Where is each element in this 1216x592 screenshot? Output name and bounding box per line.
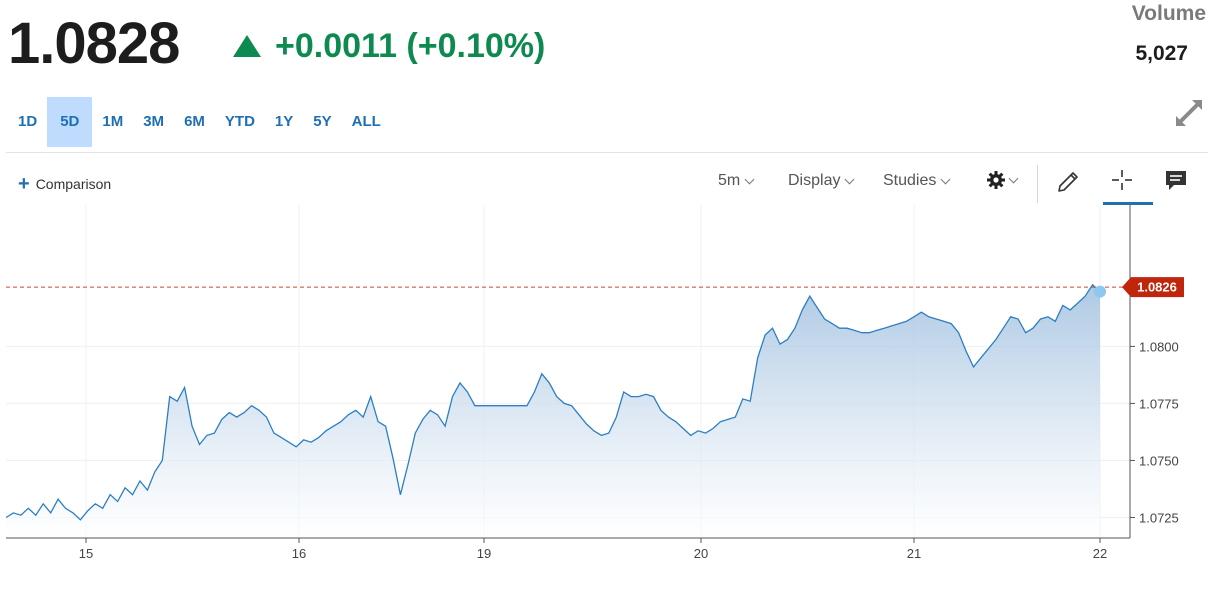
range-tab-all[interactable]: ALL [351, 113, 381, 130]
range-tab-5y[interactable]: 5Y [313, 113, 332, 130]
chevron-down-icon [845, 174, 855, 184]
y-tick-label: 1.0725 [1139, 510, 1179, 525]
x-tick-label: 22 [1093, 546, 1107, 561]
chevron-down-icon [940, 174, 951, 184]
time-range-tabs: 1D 5D 1M 3M 6M YTD 1Y 5Y ALL [8, 97, 391, 147]
y-tick-label: 1.0775 [1139, 396, 1179, 411]
toolbar-divider [1037, 165, 1038, 203]
up-arrow-icon [233, 35, 261, 57]
volume-value: 5,027 [1135, 42, 1188, 65]
comparison-button[interactable]: + Comparison [18, 173, 112, 195]
x-tick-label: 16 [292, 546, 306, 561]
interval-label: 5m [718, 172, 741, 189]
studies-dropdown[interactable]: Studies [883, 172, 951, 190]
price-chart[interactable]: 1.0826 1.0725 1.0750 1.0775 1.0800 15 16 19 20… [0, 205, 1216, 590]
settings-dropdown[interactable] [986, 170, 1019, 190]
range-tab-5d[interactable]: 5D [47, 97, 93, 147]
header-divider [6, 152, 1208, 153]
interval-dropdown[interactable]: 5m [718, 172, 755, 190]
chevron-down-icon [1008, 173, 1019, 183]
active-tool-indicator [1103, 202, 1153, 205]
gear-icon [987, 171, 1005, 189]
volume-label: Volume [1131, 2, 1206, 25]
last-price-tag-label: 1.0826 [1137, 280, 1177, 295]
display-label: Display [788, 172, 841, 189]
comparison-label: Comparison [35, 176, 112, 192]
last-price-dot [1094, 285, 1106, 298]
last-price-tag: 1.0826 [1122, 277, 1184, 298]
range-tab-1y[interactable]: 1Y [274, 113, 294, 130]
range-tab-1m[interactable]: 1M [102, 113, 124, 130]
x-tick-label: 15 [79, 546, 93, 561]
range-tab-3m[interactable]: 3M [143, 113, 165, 130]
price-change: +0.0011 (+0.10%) [233, 24, 545, 68]
price-change-text: +0.0011 (+0.10%) [275, 27, 546, 65]
plus-icon: + [18, 173, 30, 195]
crosshair-icon[interactable] [1110, 168, 1134, 192]
price-area-fill [6, 284, 1100, 538]
pencil-icon[interactable] [1055, 169, 1081, 195]
x-tick-label: 21 [907, 546, 921, 561]
comment-icon[interactable] [1164, 169, 1188, 193]
y-tick-label: 1.0750 [1139, 453, 1179, 468]
x-tick-label: 20 [694, 546, 708, 561]
studies-label: Studies [883, 172, 937, 189]
display-dropdown[interactable]: Display [788, 172, 855, 190]
y-tick-label: 1.0800 [1139, 339, 1179, 354]
range-tab-ytd[interactable]: YTD [224, 113, 255, 130]
range-tab-1d[interactable]: 1D [18, 113, 38, 130]
x-tick-label: 19 [477, 546, 491, 561]
expand-icon[interactable] [1172, 96, 1206, 130]
range-tab-6m[interactable]: 6M [184, 113, 205, 130]
last-price: 1.0828 [8, 11, 180, 76]
chevron-down-icon [744, 174, 755, 184]
price-line [5, 283, 1101, 521]
